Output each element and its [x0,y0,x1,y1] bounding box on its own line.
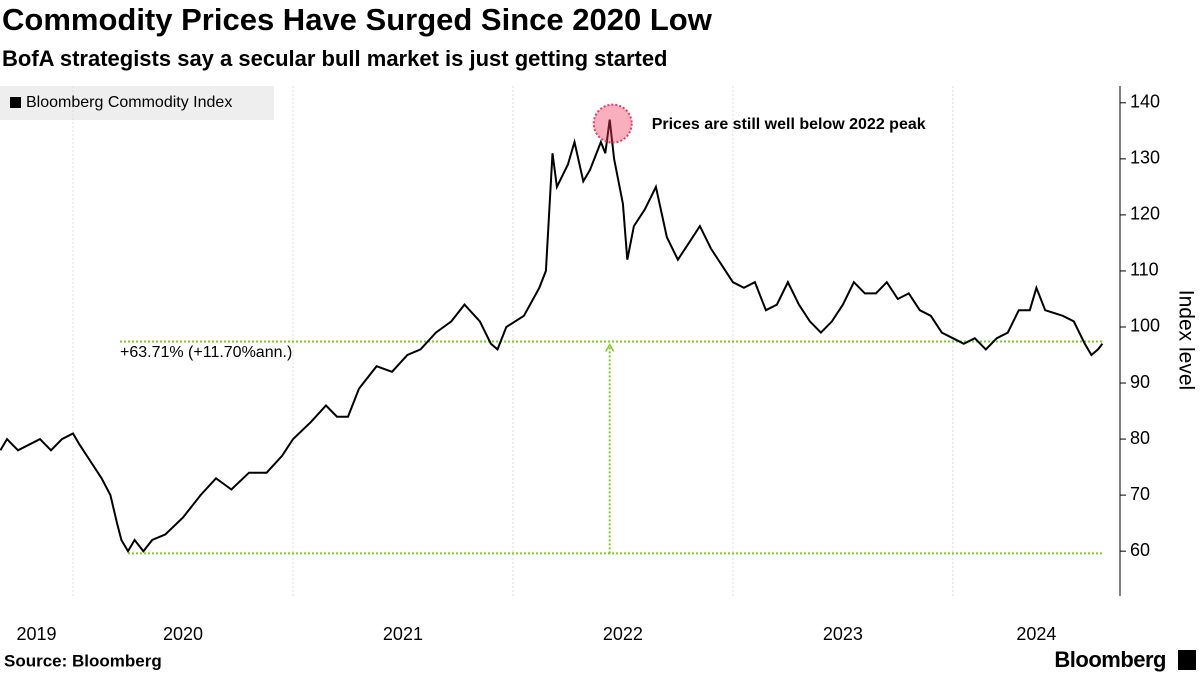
legend-label: Bloomberg Commodity Index [26,94,232,111]
x-tick-label: 2023 [823,624,863,644]
y-tick-label: 100 [1130,316,1160,336]
x-tick-label: 2019 [16,624,56,644]
x-tick-label: 2021 [383,624,423,644]
y-tick-label: 80 [1130,428,1150,448]
y-tick-label: 130 [1130,148,1160,168]
x-tick-label: 2020 [163,624,203,644]
series-line [0,119,1104,554]
chart-subtitle: BofA strategists say a secular bull mark… [2,46,668,71]
peak-highlight [592,103,633,144]
legend-swatch [10,97,21,108]
chart-title: Commodity Prices Have Surged Since 2020 … [2,2,713,37]
source: Source: Bloomberg [4,651,162,670]
y-tick-label: 120 [1130,204,1160,224]
y-tick-label: 60 [1130,540,1150,560]
change-label: +63.71% (+11.70%ann.) [120,344,292,361]
y-tick-label: 70 [1130,484,1150,504]
y-tick-label: 110 [1130,260,1159,280]
brand: Bloomberg [1054,647,1166,672]
peak-label: Prices are still well below 2022 peak [652,116,926,133]
y-tick-label: 140 [1130,92,1160,112]
x-tick-label: 2022 [603,624,643,644]
brand-icon [1178,650,1196,670]
x-tick-label: 2024 [1016,624,1056,644]
y-tick-label: 90 [1130,372,1150,392]
y-axis-label: Index level [1174,290,1197,390]
arrow-head [605,343,615,352]
legend-box [0,86,274,120]
